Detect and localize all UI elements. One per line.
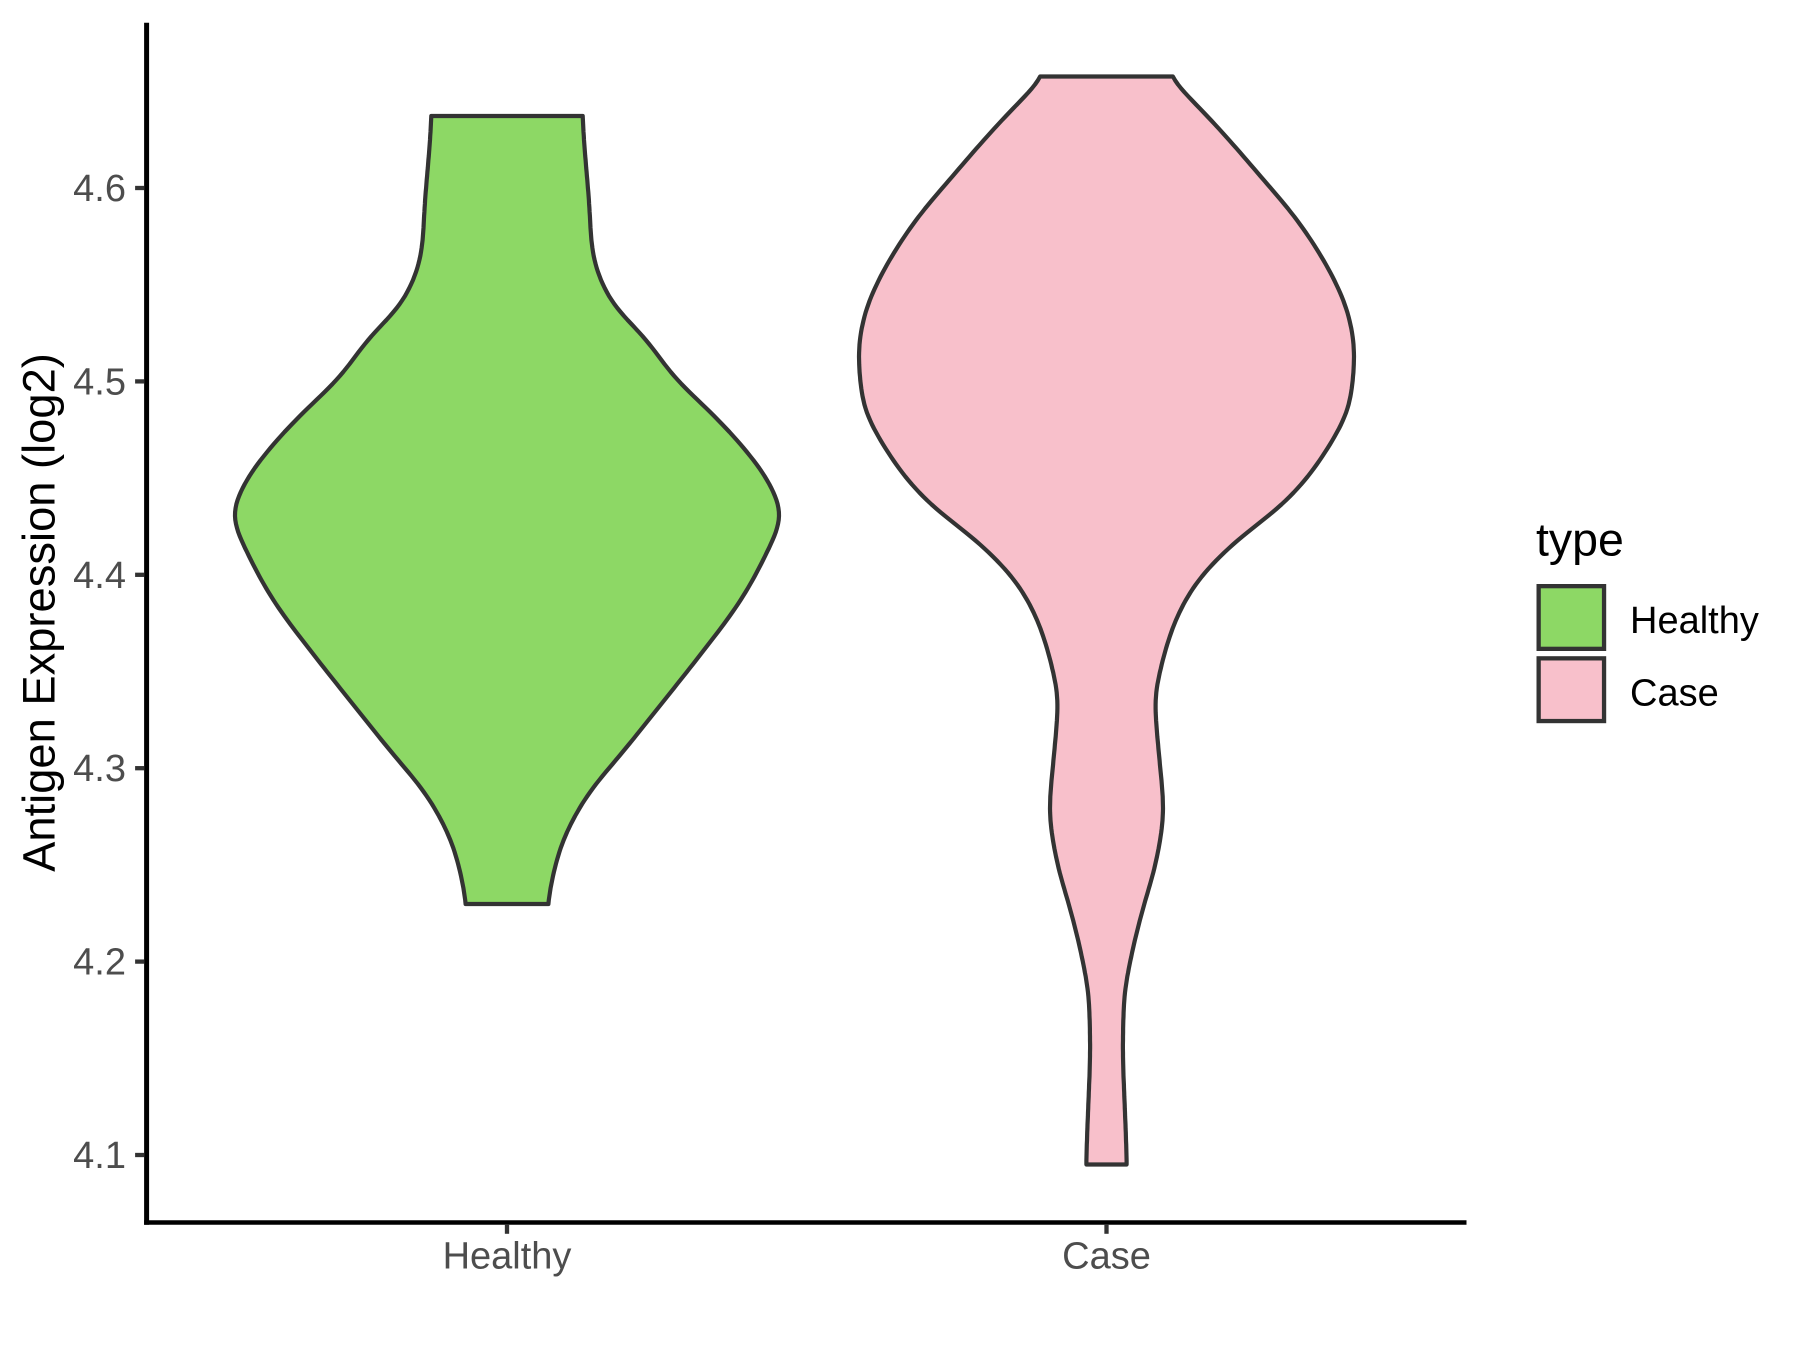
svg-text:Healthy: Healthy (1630, 600, 1759, 642)
svg-text:4.4: 4.4 (73, 555, 126, 597)
svg-text:Healthy: Healthy (443, 1235, 572, 1277)
svg-text:Case: Case (1630, 672, 1719, 714)
svg-text:type: type (1536, 513, 1624, 565)
svg-text:4.6: 4.6 (73, 168, 126, 210)
svg-text:4.3: 4.3 (73, 748, 126, 790)
svg-text:Antigen Expression (log2): Antigen Expression (log2) (14, 353, 65, 872)
svg-text:4.1: 4.1 (73, 1135, 126, 1177)
svg-text:4.5: 4.5 (73, 361, 126, 403)
svg-text:Case: Case (1062, 1235, 1151, 1277)
svg-text:4.2: 4.2 (73, 942, 126, 984)
